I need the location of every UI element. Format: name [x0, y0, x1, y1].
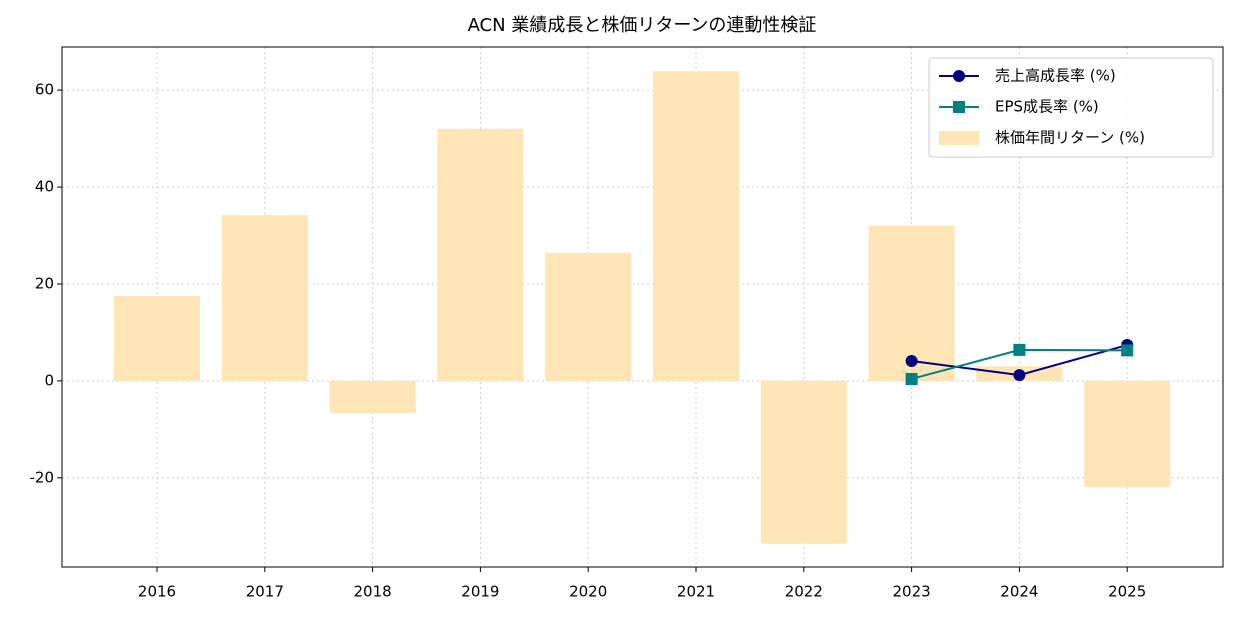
x-tick-label: 2016 — [138, 583, 176, 601]
bar — [329, 380, 416, 413]
bar — [545, 252, 632, 381]
marker — [1013, 343, 1026, 356]
bar — [221, 215, 308, 381]
marker — [1121, 344, 1134, 357]
x-tick-label: 2018 — [354, 583, 392, 601]
legend-marker — [953, 101, 965, 113]
x-tick-label: 2023 — [893, 583, 931, 601]
legend-label: EPS成長率 (%) — [995, 98, 1099, 116]
x-tick-label: 2022 — [785, 583, 823, 601]
bar — [760, 380, 847, 544]
x-tick-label: 2021 — [677, 583, 715, 601]
marker — [905, 355, 918, 368]
axes-frame — [61, 46, 1224, 568]
legend-swatch — [939, 131, 979, 145]
y-tick-label: 20 — [35, 274, 54, 292]
x-tick-label: 2017 — [246, 583, 284, 601]
legend-marker — [953, 70, 965, 82]
x-tick-label: 2020 — [569, 583, 607, 601]
y-tick-label: 40 — [35, 178, 54, 196]
bar — [1084, 380, 1171, 488]
x-tick-label: 2024 — [1000, 583, 1038, 601]
legend-label: 株価年間リターン (%) — [995, 129, 1145, 147]
bar — [114, 296, 200, 381]
legend-label: 売上高成長率 (%) — [995, 67, 1116, 85]
bar — [437, 128, 524, 381]
x-tick-label: 2025 — [1108, 583, 1146, 601]
marker — [905, 372, 918, 385]
bar — [653, 71, 739, 381]
y-tick-label: 0 — [44, 371, 54, 389]
y-tick-label: 60 — [35, 81, 54, 99]
chart-title: ACN 業績成長と株価リターンの連動性検証 — [468, 15, 817, 36]
legend-box — [928, 57, 1214, 158]
y-tick-label: -20 — [30, 468, 55, 486]
x-tick-label: 2019 — [461, 583, 499, 601]
marker — [1013, 369, 1026, 382]
